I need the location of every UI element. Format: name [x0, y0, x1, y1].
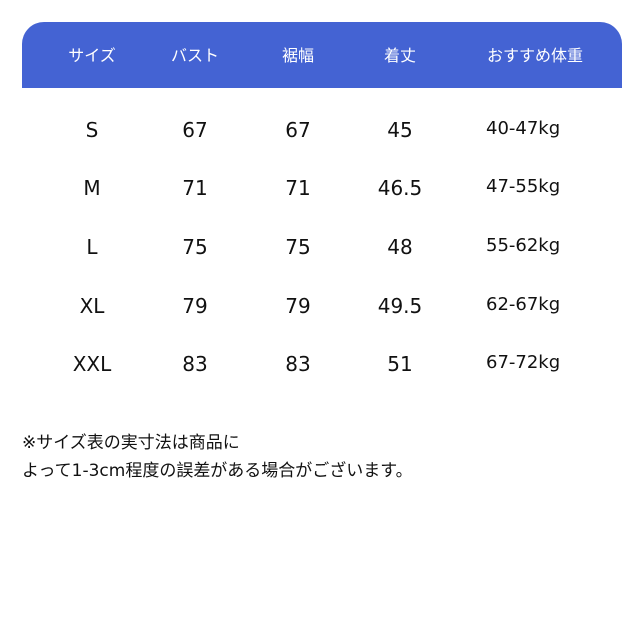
table-cell: M [83, 176, 101, 200]
table-cell: 67 [182, 118, 208, 142]
column-header: サイズ [68, 46, 116, 65]
table-cell: 79 [182, 294, 208, 318]
table-cell: 62-67kg [486, 294, 561, 315]
table-cell: 49.5 [377, 294, 423, 318]
column-header: バスト [170, 46, 220, 65]
table-cell: 47-55kg [486, 176, 561, 197]
table-cell: 51 [387, 352, 413, 376]
note-line-2: よって1-3cm程度の誤差がある場合がございます。 [22, 461, 413, 481]
table-cell: 46.5 [377, 176, 423, 200]
table-cell: 75 [182, 235, 208, 259]
column-header: おすすめ体重 [486, 46, 584, 65]
table-cell: 45 [387, 118, 413, 142]
table-cell: 40-47kg [486, 118, 561, 139]
table-cell: 83 [285, 352, 311, 376]
table-row: S 67 67 45 40-47kg [0, 118, 640, 148]
note-line-1: ※サイズ表の実寸法は商品に [22, 433, 240, 453]
table-cell: 67-72kg [486, 352, 561, 373]
table-cell: XL [79, 294, 105, 318]
table-cell: 83 [182, 352, 208, 376]
table-row: L 75 75 48 55-62kg [0, 235, 640, 265]
table-header [22, 22, 622, 88]
table-cell: 55-62kg [486, 235, 561, 256]
table-cell: XXL [72, 352, 112, 376]
table-cell: 71 [182, 176, 208, 200]
table-row: M 71 71 46.5 47-55kg [0, 176, 640, 206]
table-cell: 67 [285, 118, 311, 142]
table-cell: L [86, 235, 98, 259]
column-header: 着丈 [383, 46, 417, 65]
table-cell: S [85, 118, 99, 142]
table-cell: 48 [387, 235, 413, 259]
table-cell: 75 [285, 235, 311, 259]
table-row: XL 79 79 49.5 62-67kg [0, 294, 640, 324]
table-cell: 71 [285, 176, 311, 200]
table-row: XXL 83 83 51 67-72kg [0, 352, 640, 382]
column-header: 裾幅 [281, 46, 315, 65]
table-cell: 79 [285, 294, 311, 318]
